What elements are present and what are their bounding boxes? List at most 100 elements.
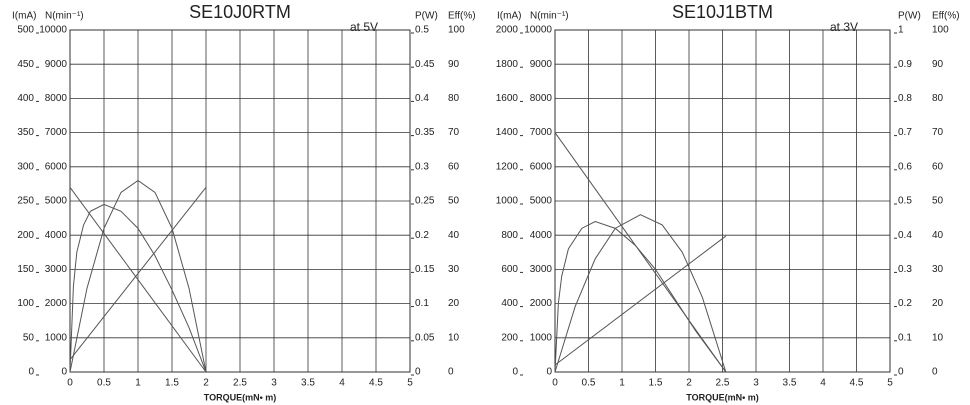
y-tick-label: 0.25 [415, 196, 435, 207]
y-tick-label: 0.9 [898, 59, 912, 70]
y-tick-label: 70 [932, 127, 944, 138]
y-tick-label: 80 [932, 93, 944, 104]
y-tick-label: 90 [932, 59, 944, 70]
y-tick-label: 0.5 [898, 196, 912, 207]
x-tick-label: 0 [67, 378, 73, 389]
y-tick-label: 4000 [530, 230, 553, 241]
y-tick-label: 4000 [45, 230, 68, 241]
y-tick-label: 40 [448, 230, 460, 241]
y-tick-label: 10000 [39, 25, 67, 36]
y-axis-label: I(mA) [12, 11, 36, 22]
curve [554, 132, 727, 373]
y-tick-label: 0.2 [898, 298, 912, 309]
y-tick-label: 50 [23, 332, 35, 343]
curve [554, 235, 727, 366]
x-axis-label: TORQUE(mN• m) [204, 392, 277, 402]
y-tick-label: 2000 [45, 298, 68, 309]
y-axis-label: Eff(%) [448, 11, 476, 22]
y-tick-label: 7000 [45, 127, 68, 138]
y-tick-label: 200 [17, 230, 34, 241]
y-tick-label: 40 [932, 230, 944, 241]
x-tick-label: 4 [820, 378, 826, 389]
y-tick-label: 10 [932, 332, 944, 343]
y-tick-label: 10 [448, 332, 460, 343]
chart-subtitle: at 5V [350, 20, 378, 34]
curve [69, 203, 207, 373]
y-tick-label: 0.45 [415, 59, 435, 70]
curve [69, 187, 207, 373]
x-tick-label: 5 [887, 378, 893, 389]
x-tick-label: 0.5 [582, 378, 596, 389]
y-tick-label: 800 [501, 230, 518, 241]
y-tick-label: 70 [448, 127, 460, 138]
y-axis-label: N(min⁻¹) [45, 11, 84, 22]
y-tick-label: 100 [17, 298, 34, 309]
y-tick-label: 0.7 [898, 127, 912, 138]
x-tick-label: 4.5 [850, 378, 864, 389]
y-tick-label: 1800 [496, 59, 519, 70]
y-tick-label: 500 [17, 25, 34, 36]
y-tick-label: 350 [17, 127, 34, 138]
y-axis-label: P(W) [898, 11, 921, 22]
x-tick-label: 0 [552, 378, 558, 389]
y-tick-label: 6000 [530, 161, 553, 172]
y-tick-label: 80 [448, 93, 460, 104]
y-tick-label: 50 [932, 196, 944, 207]
x-tick-label: 4.5 [369, 378, 383, 389]
y-tick-label: 30 [448, 264, 460, 275]
y-tick-label: 250 [17, 196, 34, 207]
y-tick-label: 2000 [530, 298, 553, 309]
x-tick-label: 3 [271, 378, 277, 389]
y-tick-label: 0 [932, 367, 938, 378]
y-tick-label: 200 [501, 332, 518, 343]
y-tick-label: 20 [932, 298, 944, 309]
y-tick-label: 0.5 [415, 25, 429, 36]
y-tick-label: 0.3 [898, 264, 912, 275]
x-tick-label: 2 [686, 378, 692, 389]
y-tick-label: 0 [28, 367, 34, 378]
y-tick-label: 0 [448, 367, 454, 378]
y-tick-label: 1000 [45, 332, 68, 343]
y-tick-label: 0 [61, 367, 67, 378]
y-tick-label: 0.8 [898, 93, 912, 104]
y-tick-label: 3000 [530, 264, 553, 275]
y-tick-label: 8000 [530, 93, 553, 104]
y-tick-label: 5000 [45, 196, 68, 207]
y-tick-label: 60 [932, 161, 944, 172]
y-tick-label: 10000 [524, 25, 552, 36]
x-tick-label: 2 [203, 378, 209, 389]
x-tick-label: 4 [339, 378, 345, 389]
y-axis-label: P(W) [415, 11, 438, 22]
x-tick-label: 2.5 [716, 378, 730, 389]
x-tick-label: 3.5 [301, 378, 315, 389]
y-tick-label: 1600 [496, 93, 519, 104]
y-tick-label: 20 [448, 298, 460, 309]
x-tick-label: 1 [135, 378, 141, 389]
y-tick-label: 300 [17, 161, 34, 172]
curve [69, 187, 207, 360]
y-tick-label: 0 [415, 367, 421, 378]
y-tick-label: 0 [898, 367, 904, 378]
y-tick-label: 0.05 [415, 332, 435, 343]
x-tick-label: 3.5 [783, 378, 797, 389]
x-tick-label: 5 [407, 378, 413, 389]
x-axis-label: TORQUE(mN• m) [686, 392, 759, 402]
curve [554, 214, 727, 373]
curve [554, 220, 727, 373]
y-tick-label: 0.1 [415, 298, 429, 309]
chart-subtitle: at 3V [830, 20, 858, 34]
y-tick-label: 600 [501, 264, 518, 275]
y-tick-label: 7000 [530, 127, 553, 138]
y-tick-label: 0.2 [415, 230, 429, 241]
y-tick-label: 150 [17, 264, 34, 275]
y-axis-label: Eff(%) [932, 11, 960, 22]
x-tick-label: 1 [619, 378, 625, 389]
y-tick-label: 0.4 [415, 93, 429, 104]
y-tick-label: 0 [512, 367, 518, 378]
y-tick-label: 400 [501, 298, 518, 309]
y-tick-label: 1000 [530, 332, 553, 343]
y-tick-label: 60 [448, 161, 460, 172]
curve [69, 179, 207, 373]
